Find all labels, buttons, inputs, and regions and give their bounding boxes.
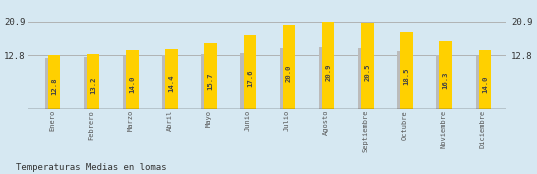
Bar — [358, 48, 369, 109]
Bar — [241, 53, 251, 109]
Bar — [437, 55, 447, 109]
Bar — [205, 43, 217, 109]
Text: 13.2: 13.2 — [90, 77, 96, 94]
Text: 14.4: 14.4 — [169, 75, 175, 92]
Bar — [283, 25, 295, 109]
Bar — [400, 31, 413, 109]
Bar — [87, 54, 99, 109]
Text: 14.0: 14.0 — [482, 75, 488, 93]
Bar — [439, 41, 452, 109]
Text: Temperaturas Medias en lomas: Temperaturas Medias en lomas — [16, 163, 166, 172]
Text: 16.3: 16.3 — [442, 71, 449, 89]
Bar — [280, 48, 291, 109]
Bar — [361, 23, 374, 109]
Text: 17.6: 17.6 — [247, 69, 253, 86]
Bar — [244, 35, 256, 109]
Bar — [126, 50, 139, 109]
Text: 14.0: 14.0 — [129, 75, 135, 93]
Text: 20.5: 20.5 — [365, 64, 371, 81]
Text: 12.8: 12.8 — [51, 77, 57, 95]
Bar — [165, 49, 178, 109]
Text: 15.7: 15.7 — [208, 72, 214, 90]
Bar — [201, 54, 212, 109]
Bar — [162, 55, 173, 109]
Bar — [123, 56, 134, 109]
Text: 18.5: 18.5 — [404, 68, 410, 85]
Bar — [48, 55, 60, 109]
Bar — [478, 50, 491, 109]
Bar — [322, 22, 335, 109]
Bar — [84, 57, 95, 109]
Bar — [476, 56, 487, 109]
Bar — [397, 51, 408, 109]
Bar — [319, 47, 330, 109]
Text: 20.0: 20.0 — [286, 65, 292, 82]
Text: 20.9: 20.9 — [325, 63, 331, 81]
Bar — [45, 58, 55, 109]
